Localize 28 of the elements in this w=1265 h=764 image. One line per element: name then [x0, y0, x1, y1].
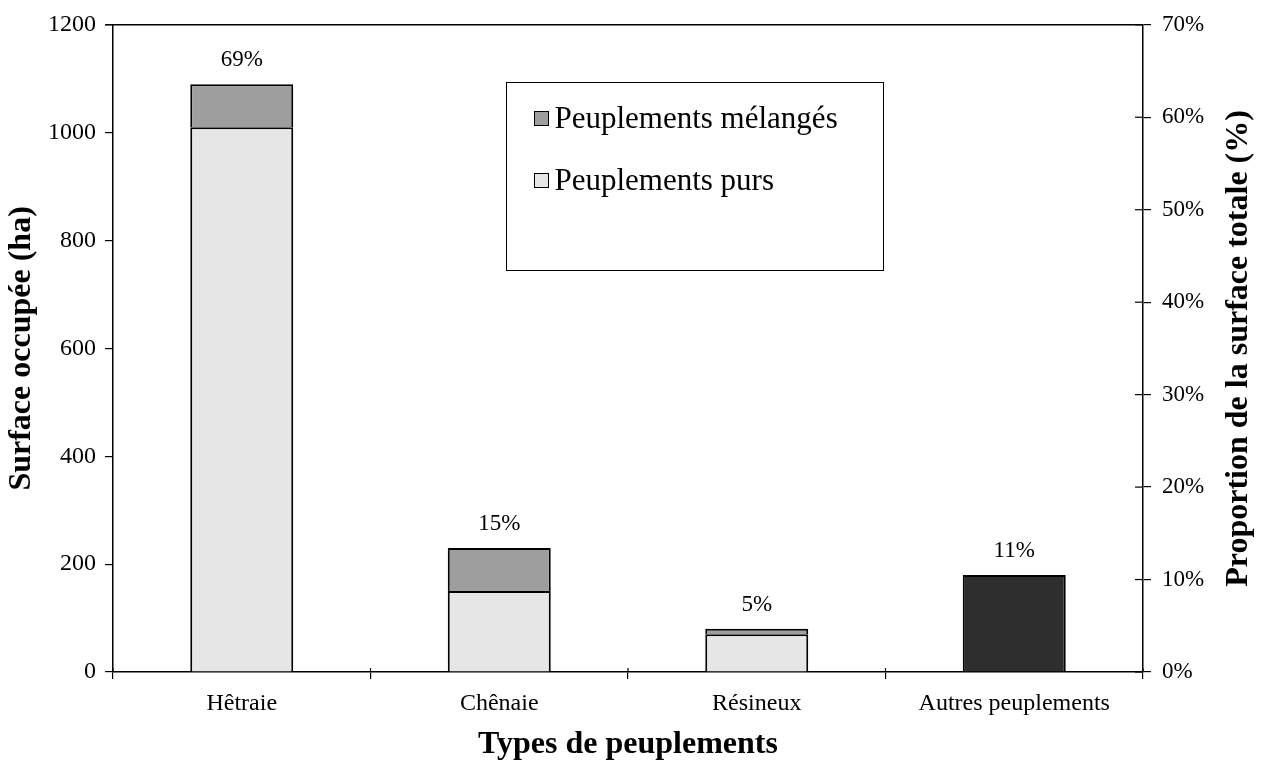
annotation: 69% — [220, 46, 263, 72]
y2-tick-label: 10% — [1162, 565, 1205, 591]
y-tick-label: 600 — [60, 333, 96, 360]
y2-tick-label: 40% — [1162, 288, 1205, 314]
y-tick-label: 0 — [84, 657, 96, 684]
annotation: 11% — [993, 536, 1035, 562]
x-tick-label: Chênaie — [459, 688, 539, 715]
x-tick-label: Autres peuplements — [918, 688, 1110, 715]
y-tick-label: 400 — [60, 441, 96, 468]
y-axis-title: Surface occupée (ha) — [1, 206, 38, 491]
y-tick-label: 800 — [60, 225, 96, 252]
legend-label: Peuplements mélangés — [554, 100, 838, 137]
annotation: 5% — [741, 590, 773, 616]
y-tick-label: 200 — [60, 549, 96, 576]
y2-tick-label: 20% — [1162, 473, 1205, 499]
x-tick-label: Résineux — [712, 688, 802, 715]
y-tick-label: 1000 — [48, 117, 96, 144]
y-tick-label: 1200 — [48, 10, 96, 37]
y2-tick-label: 70% — [1162, 10, 1205, 36]
y2-tick-label: 30% — [1162, 380, 1205, 406]
y2-axis-title: Proportion de la surface totale (%) — [1218, 110, 1255, 587]
y2-tick-label: 0% — [1162, 658, 1193, 684]
y2-tick-label: 50% — [1162, 195, 1205, 221]
annotation: 15% — [478, 509, 521, 535]
legend-label: Peuplements purs — [554, 162, 775, 199]
x-axis-title: Types de peuplements — [478, 724, 778, 761]
x-tick-label: Hêtraie — [206, 688, 278, 715]
y2-tick-label: 60% — [1162, 103, 1205, 129]
